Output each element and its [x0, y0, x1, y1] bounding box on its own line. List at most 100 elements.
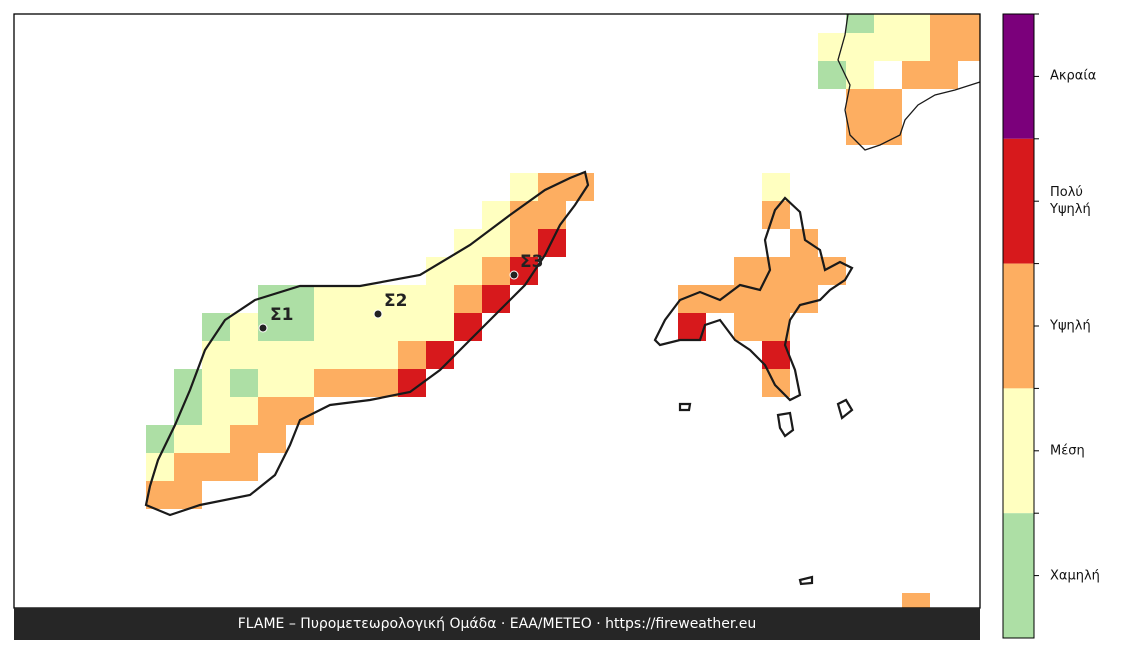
- grid-cell: [790, 257, 818, 285]
- grid-cell: [202, 453, 230, 481]
- grid-cell: [846, 89, 874, 117]
- grid-cell: [370, 341, 398, 369]
- grid-cell: [510, 229, 538, 257]
- grid-cell: [230, 425, 258, 453]
- grid-cell: [454, 285, 482, 313]
- grid-cell: [146, 425, 174, 453]
- grid-cell: [314, 369, 342, 397]
- grid-cell: [314, 341, 342, 369]
- coastlines: [144, 13, 981, 586]
- grid-cell: [734, 257, 762, 285]
- grid-cell: [174, 481, 202, 509]
- colorbar-frame: [1002, 13, 1035, 639]
- legend-label: Πολύ Υψηλή: [1050, 185, 1091, 218]
- grid-cell: [174, 425, 202, 453]
- grid-cell: [202, 369, 230, 397]
- grid-cell: [314, 285, 342, 313]
- grid-cell: [426, 313, 454, 341]
- grid-cell: [762, 201, 790, 229]
- grid-cell: [286, 313, 314, 341]
- legend-label: Υψηλή: [1050, 318, 1091, 334]
- grid-cell: [370, 313, 398, 341]
- grid-cell: [426, 285, 454, 313]
- grid-cell: [902, 593, 930, 608]
- grid-cell: [230, 369, 258, 397]
- grid-cell: [370, 369, 398, 397]
- grid-cell: [762, 369, 790, 397]
- grid-cell: [958, 14, 980, 33]
- grid-cell: [734, 313, 762, 341]
- grid-cell: [762, 285, 790, 313]
- grid-cell: [762, 257, 790, 285]
- grid-cell: [426, 341, 454, 369]
- grid-cell: [958, 33, 980, 61]
- grid-cell: [202, 397, 230, 425]
- station-label: Σ2: [384, 291, 407, 311]
- grid-cell: [482, 285, 510, 313]
- legend-label: Ακραία: [1050, 68, 1097, 84]
- colorbar-segment: [1003, 263, 1034, 389]
- grid-cell: [510, 173, 538, 201]
- grid-cell: [902, 61, 930, 89]
- grid-cell: [846, 61, 874, 89]
- grid-cell: [454, 257, 482, 285]
- grid-cell: [762, 173, 790, 201]
- grid-cell: [202, 341, 230, 369]
- grid-cell: [874, 89, 902, 117]
- grid-cell: [258, 425, 286, 453]
- grid-cell: [230, 453, 258, 481]
- grid-cell: [342, 313, 370, 341]
- grid-cell: [342, 369, 370, 397]
- station-dot: [509, 270, 519, 280]
- grid-cell: [846, 33, 874, 61]
- station-dot: [373, 309, 383, 319]
- grid-cell: [398, 341, 426, 369]
- grid-cell: [342, 341, 370, 369]
- grid-cell: [930, 14, 958, 33]
- grid-cell: [230, 313, 258, 341]
- grid-cell: [286, 341, 314, 369]
- grid-cell: [874, 14, 902, 33]
- grid-cell: [902, 33, 930, 61]
- grid-cell: [342, 285, 370, 313]
- grid-cell: [930, 61, 958, 89]
- station-dot: [258, 323, 268, 333]
- colorbar-segment: [1003, 388, 1034, 514]
- grid-cell: [902, 14, 930, 33]
- legend-label: Χαμηλή: [1050, 568, 1100, 584]
- grid-cell: [258, 369, 286, 397]
- grid-cell: [286, 369, 314, 397]
- grid-cell: [538, 201, 566, 229]
- grid-cell: [174, 453, 202, 481]
- grid-cell: [202, 313, 230, 341]
- grid-cell: [258, 397, 286, 425]
- grid-cell: [846, 117, 874, 145]
- station-label: Σ3: [520, 252, 543, 272]
- grid-cell: [482, 257, 510, 285]
- grid-cell: [314, 313, 342, 341]
- grid-cell: [762, 313, 790, 341]
- grid-cell: [454, 313, 482, 341]
- grid-cell: [846, 14, 874, 33]
- colorbar-segment: [1003, 138, 1034, 264]
- grid-cell: [874, 33, 902, 61]
- grid-cell: [230, 341, 258, 369]
- grid-cell: [398, 313, 426, 341]
- colorbar-segment: [1003, 513, 1034, 638]
- stations: Σ1 Σ2 Σ3: [258, 252, 543, 333]
- grid-cell: [258, 285, 286, 313]
- grid-cell: [230, 397, 258, 425]
- grid-cell: [818, 61, 846, 89]
- danger-grid: [146, 14, 980, 608]
- colorbar: [1002, 13, 1039, 639]
- station-label: Σ1: [270, 305, 293, 325]
- grid-cell: [370, 285, 398, 313]
- grid-cell: [930, 33, 958, 61]
- grid-cell: [258, 341, 286, 369]
- grid-cell: [426, 257, 454, 285]
- grid-cell: [202, 425, 230, 453]
- colorbar-segment: [1003, 14, 1034, 139]
- grid-cell: [398, 285, 426, 313]
